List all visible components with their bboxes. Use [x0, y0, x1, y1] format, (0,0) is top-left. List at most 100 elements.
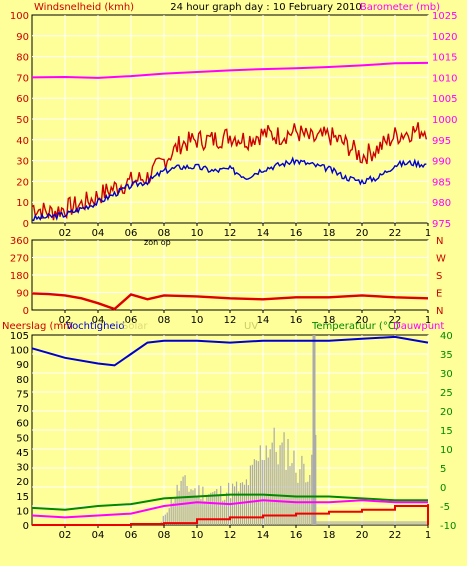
- x-tick-label: 06: [125, 315, 138, 326]
- y-left-tick-label: 60: [16, 94, 29, 105]
- y-left-tick-label: 360: [10, 236, 29, 247]
- uv-bar: [212, 492, 214, 525]
- y-right-tick-label: 1020: [432, 32, 457, 43]
- uv-bar: [285, 470, 287, 525]
- x-tick-label: 16: [290, 315, 303, 326]
- y-left-tick-label: 0: [23, 306, 29, 317]
- x-tick-label: 22: [389, 530, 402, 541]
- uv-bar: [303, 463, 305, 525]
- x-tick-label: 08: [158, 530, 171, 541]
- uv-bar: [194, 488, 196, 525]
- y-left-tick-label: 100: [10, 346, 29, 357]
- x-tick-label: 02: [59, 228, 72, 239]
- y-right-tick-label: 990: [432, 157, 451, 168]
- x-tick-label: 06: [125, 530, 138, 541]
- compass-label: S: [436, 271, 442, 282]
- y-right-tick-label: 975: [432, 219, 451, 230]
- compass-label: W: [436, 254, 446, 265]
- uv-bar: [170, 497, 172, 525]
- humidity-axis-title: Vochtigheid: [66, 321, 125, 332]
- uv-bar: [216, 489, 218, 525]
- y-left-tick-label: 100: [10, 11, 29, 22]
- y-right-tick-label: 995: [432, 136, 451, 147]
- x-tick-label: 02: [59, 315, 72, 326]
- y-right-tick-label: 980: [432, 198, 451, 209]
- x-tick-label: 18: [323, 530, 336, 541]
- y-left-tick-label: 80: [16, 53, 29, 64]
- uv-bar: [237, 491, 240, 525]
- y-right-tick-label: 20: [440, 407, 453, 418]
- y-left-tick-label: 40: [16, 136, 29, 147]
- temperature-line: [31, 493, 428, 511]
- y-left-tick-label: 70: [16, 73, 29, 84]
- y-left-tick-label: 10: [16, 198, 29, 209]
- uv-bar: [315, 521, 428, 525]
- uv-bar: [293, 450, 295, 525]
- y-right-tick-label: -5: [440, 502, 450, 513]
- y-left-tick-label: 50: [16, 115, 29, 126]
- x-tick-label: 06: [125, 228, 138, 239]
- uv-bar: [230, 498, 232, 525]
- y-right-tick-label: 1015: [432, 53, 457, 64]
- barometer-axis-title: Barometer (mb): [360, 2, 440, 13]
- x-tick-label: 08: [158, 315, 171, 326]
- uv-bar: [309, 474, 311, 525]
- uv-bar: [222, 500, 224, 525]
- x-tick-label: 02: [59, 530, 72, 541]
- wind-direction-line: [31, 292, 429, 311]
- y-left-tick-label: 45: [16, 448, 29, 459]
- y-left-tick-label: 30: [16, 463, 29, 474]
- y-left-tick-label: 90: [16, 289, 29, 300]
- uv-bar: [210, 492, 212, 525]
- uv-bar: [192, 490, 194, 525]
- x-tick-label: 1: [425, 315, 431, 326]
- uv-bar: [206, 496, 208, 525]
- uv-bar: [305, 482, 307, 525]
- x-tick-label: 20: [356, 228, 369, 239]
- y-left-tick-label: 70: [16, 404, 29, 415]
- uv-bar: [220, 485, 222, 525]
- humidity-line: [31, 335, 429, 367]
- uv-bar: [218, 495, 220, 525]
- uv-bar: [259, 445, 261, 525]
- y-left-tick-label: 0: [23, 521, 29, 532]
- y-left-tick-label: 90: [16, 32, 29, 43]
- y-right-tick-label: 15: [440, 426, 453, 437]
- compass-label: N: [436, 236, 443, 247]
- x-tick-label: 04: [92, 530, 105, 541]
- uv-bar: [202, 486, 204, 525]
- y-left-tick-label: 10: [16, 506, 29, 517]
- uv-bar: [265, 445, 267, 525]
- wind-axis-title: Windsnelheid (kmh): [34, 2, 134, 13]
- x-tick-label: 08: [158, 228, 171, 239]
- uv-bar: [196, 495, 198, 525]
- uv-bar: [162, 515, 164, 525]
- uv-bar: [279, 445, 281, 525]
- uv-bar: [307, 481, 309, 525]
- y-right-tick-label: 10: [440, 445, 453, 456]
- x-tick-label: 14: [257, 315, 270, 326]
- uv-bar: [273, 427, 275, 525]
- x-tick-label: 10: [191, 530, 204, 541]
- x-tick-label: 16: [290, 530, 303, 541]
- y-right-tick-label: 35: [440, 350, 453, 361]
- compass-label: N: [436, 306, 443, 317]
- wind-speed-line: [31, 122, 428, 221]
- y-left-tick-label: 0: [23, 219, 29, 230]
- x-tick-label: 10: [191, 315, 204, 326]
- uv-bar: [267, 457, 269, 525]
- y-right-tick-label: 985: [432, 177, 451, 188]
- uv-axis-title: UV: [244, 321, 258, 332]
- uv-bar: [178, 490, 180, 525]
- y-left-tick-label: 105: [10, 331, 29, 342]
- uv-bar: [226, 492, 228, 525]
- y-right-tick-label: 30: [440, 369, 453, 380]
- y-right-tick-label: 40: [440, 331, 453, 342]
- uv-bar: [247, 485, 250, 525]
- uv-bar: [186, 485, 188, 525]
- chart-title: 24 hour graph day : 10 February 2010: [170, 2, 361, 13]
- y-left-tick-label: 80: [16, 375, 29, 386]
- uv-bar: [312, 335, 316, 525]
- y-left-tick-label: 180: [10, 271, 29, 282]
- x-tick-label: 20: [356, 315, 369, 326]
